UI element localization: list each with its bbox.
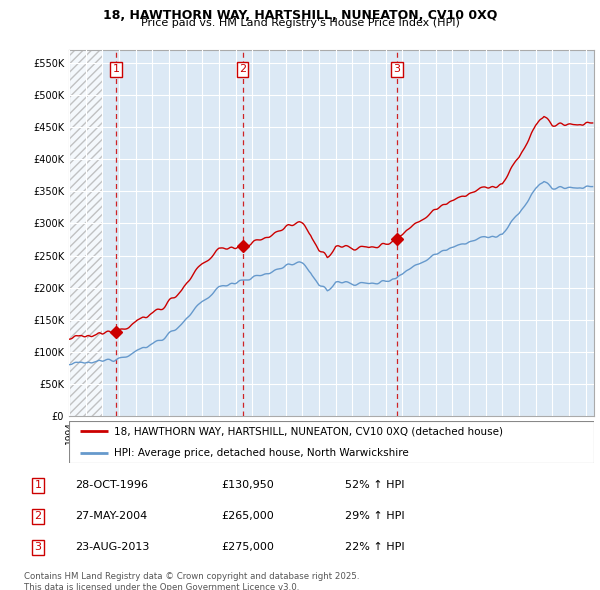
Text: 29% ↑ HPI: 29% ↑ HPI [346,512,405,521]
Text: Contains HM Land Registry data © Crown copyright and database right 2025.
This d: Contains HM Land Registry data © Crown c… [24,572,359,590]
Text: 2: 2 [239,64,246,74]
Text: £265,000: £265,000 [221,512,274,521]
Text: 2: 2 [35,512,41,521]
Text: 22% ↑ HPI: 22% ↑ HPI [346,542,405,552]
Text: 18, HAWTHORN WAY, HARTSHILL, NUNEATON, CV10 0XQ: 18, HAWTHORN WAY, HARTSHILL, NUNEATON, C… [103,9,497,22]
Text: 3: 3 [393,64,400,74]
Text: 18, HAWTHORN WAY, HARTSHILL, NUNEATON, CV10 0XQ (detached house): 18, HAWTHORN WAY, HARTSHILL, NUNEATON, C… [113,427,503,436]
Text: 27-MAY-2004: 27-MAY-2004 [75,512,147,521]
Text: 28-OCT-1996: 28-OCT-1996 [75,480,148,490]
Text: 1: 1 [113,64,120,74]
Text: 23-AUG-2013: 23-AUG-2013 [75,542,149,552]
Text: 52% ↑ HPI: 52% ↑ HPI [346,480,405,490]
Text: £275,000: £275,000 [221,542,274,552]
Text: Price paid vs. HM Land Registry's House Price Index (HPI): Price paid vs. HM Land Registry's House … [140,18,460,28]
Text: 3: 3 [35,542,41,552]
Text: HPI: Average price, detached house, North Warwickshire: HPI: Average price, detached house, Nort… [113,448,409,457]
Text: 1: 1 [35,480,41,490]
Text: £130,950: £130,950 [221,480,274,490]
FancyBboxPatch shape [69,421,594,463]
